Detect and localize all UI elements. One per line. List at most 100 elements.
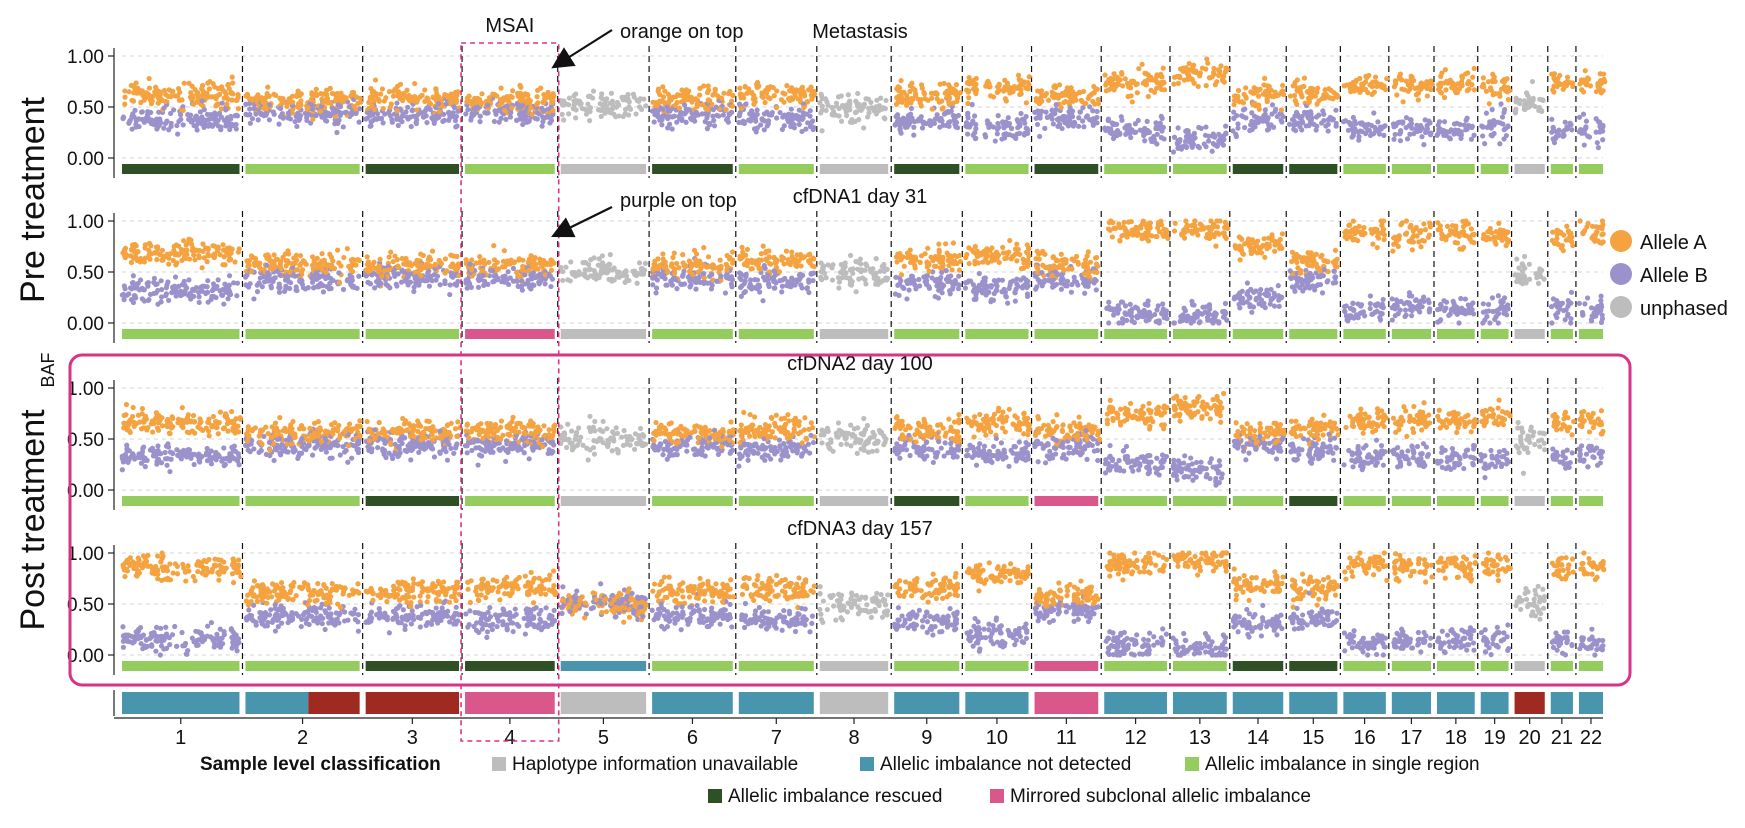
point-allele-b: [1223, 123, 1229, 129]
point-allele-b: [651, 119, 657, 125]
point-allele-b: [1189, 144, 1195, 150]
point-allele-a: [1049, 93, 1055, 99]
point-unphased: [1529, 78, 1536, 85]
point-allele-b: [129, 126, 135, 132]
class-segment: [122, 164, 240, 174]
point-allele-b: [452, 117, 459, 124]
point-allele-b: [749, 110, 755, 116]
point-allele-b: [683, 106, 689, 112]
point-allele-b: [256, 280, 262, 286]
point-allele-b: [1356, 137, 1362, 143]
point-allele-b: [1468, 136, 1475, 142]
point-allele-a: [1583, 78, 1590, 84]
point-allele-a: [1184, 69, 1190, 75]
point-allele-a: [946, 87, 952, 93]
point-allele-b: [1158, 113, 1164, 119]
point-allele-b: [178, 116, 184, 123]
point-allele-b: [904, 280, 911, 287]
point-allele-a: [721, 90, 727, 96]
point-allele-b: [198, 120, 204, 126]
point-allele-a: [951, 261, 957, 267]
point-allele-a: [180, 107, 186, 114]
point-allele-a: [1305, 89, 1311, 95]
point-allele-b: [1233, 131, 1239, 137]
point-allele-b: [1181, 143, 1187, 149]
point-allele-b: [966, 124, 973, 130]
point-allele-b: [135, 116, 141, 122]
point-allele-b: [340, 286, 347, 293]
point-allele-a: [1459, 82, 1465, 88]
point-allele-a: [147, 97, 154, 103]
point-allele-a: [789, 249, 795, 255]
point-unphased: [1525, 104, 1531, 111]
point-allele-b: [711, 117, 717, 124]
point-allele-a: [1051, 84, 1057, 90]
point-allele-a: [1014, 241, 1020, 247]
point-allele-a: [1437, 89, 1443, 95]
point-allele-b: [356, 273, 362, 279]
point-allele-b: [426, 268, 432, 274]
point-allele-a: [901, 263, 907, 269]
point-unphased: [823, 275, 829, 281]
point-allele-a: [749, 266, 755, 272]
point-allele-a: [420, 252, 426, 259]
point-allele-b: [1549, 116, 1555, 122]
point-allele-b: [1042, 125, 1048, 132]
point-allele-a: [430, 94, 436, 100]
point-allele-a: [410, 98, 417, 104]
point-allele-b: [906, 287, 912, 293]
point-allele-b: [762, 265, 768, 271]
point-allele-b: [943, 268, 949, 274]
point-allele-b: [247, 120, 253, 126]
point-allele-b: [172, 274, 179, 280]
point-allele-b: [405, 271, 411, 277]
point-allele-b: [153, 117, 159, 123]
point-allele-b: [1409, 125, 1415, 131]
point-allele-b: [1427, 132, 1434, 138]
point-allele-b: [1053, 281, 1059, 288]
point-allele-b: [514, 102, 521, 108]
point-allele-b: [911, 132, 917, 138]
point-allele-b: [420, 114, 427, 120]
point-allele-a: [1218, 63, 1224, 69]
point-allele-b: [350, 283, 357, 289]
point-allele-b: [1417, 128, 1423, 134]
point-allele-a: [970, 86, 977, 92]
point-allele-a: [723, 106, 729, 113]
point-allele-b: [973, 126, 979, 132]
point-allele-b: [1082, 277, 1088, 283]
point-allele-a: [679, 87, 685, 93]
point-allele-a: [344, 246, 350, 252]
point-allele-b: [481, 278, 488, 284]
point-allele-a: [1117, 77, 1123, 83]
point-allele-b: [971, 296, 977, 303]
point-allele-a: [455, 89, 461, 95]
point-allele-b: [534, 110, 541, 116]
point-allele-b: [485, 102, 491, 108]
point-allele-a: [228, 89, 234, 95]
point-allele-b: [1458, 132, 1464, 138]
point-allele-a: [1203, 83, 1209, 89]
point-allele-a: [1014, 85, 1020, 91]
point-allele-a: [386, 267, 392, 273]
point-allele-a: [1073, 253, 1080, 260]
point-allele-b: [402, 277, 408, 283]
point-allele-b: [1408, 120, 1415, 127]
point-allele-b: [1586, 134, 1593, 140]
point-allele-a: [349, 89, 355, 96]
point-allele-a: [1502, 77, 1508, 83]
point-allele-b: [1024, 291, 1031, 297]
point-allele-a: [1015, 246, 1021, 253]
point-allele-a: [951, 252, 958, 259]
point-allele-b: [405, 116, 411, 122]
point-allele-a: [1263, 88, 1269, 95]
point-allele-b: [1137, 127, 1143, 133]
point-allele-b: [136, 123, 142, 130]
point-allele-a: [375, 96, 382, 102]
point-allele-a: [950, 240, 957, 246]
point-allele-a: [138, 255, 144, 262]
point-unphased: [620, 113, 626, 120]
point-allele-b: [923, 273, 929, 279]
point-allele-b: [1503, 132, 1510, 139]
point-allele-a: [379, 273, 385, 279]
